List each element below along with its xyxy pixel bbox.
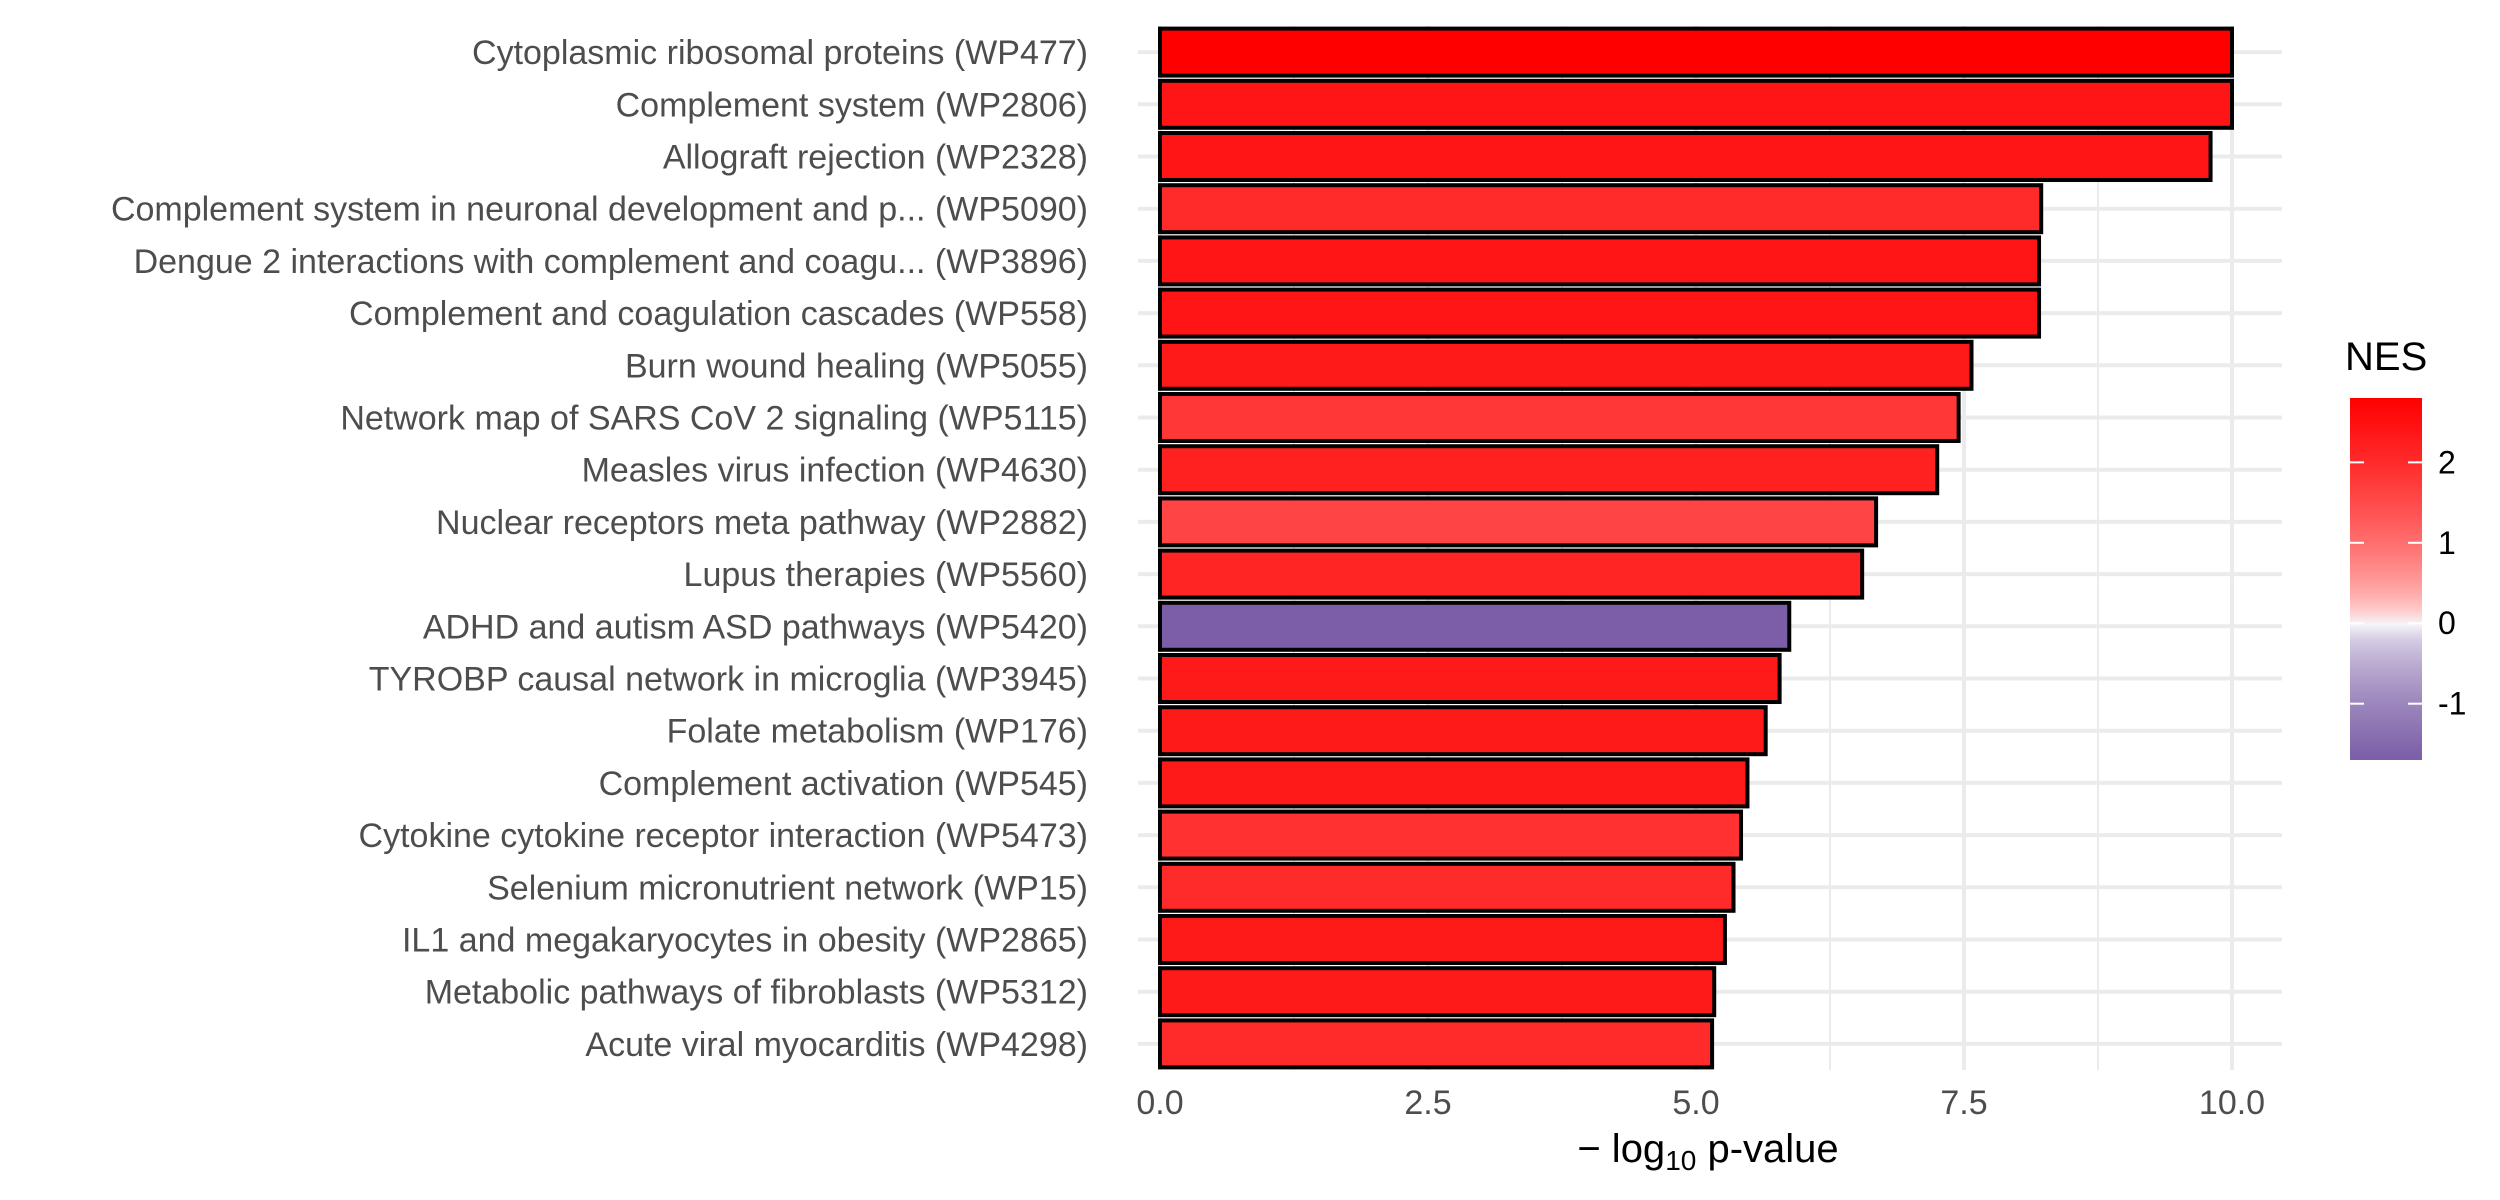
x-axis-title: − log10 p-value [1577,1127,1838,1176]
category-label-2: Allograft rejection (WP2328) [663,139,1088,177]
x-tick-label-1: 2.5 [1404,1084,1451,1122]
category-label-15: Cytokine cytokine receptor interaction (… [359,817,1088,855]
bar-15 [1158,809,1744,861]
category-label-19: Acute viral myocarditis (WP4298) [585,1026,1088,1064]
bar-19 [1158,1018,1715,1070]
bar-14 [1158,757,1750,809]
nes-legend: NES -1 0 1 2 [2345,335,2466,760]
legend-label-0: -1 [2438,686,2466,722]
bar-1 [1158,78,2234,130]
category-label-4: Dengue 2 interactions with complement an… [134,243,1088,281]
bar-5 [1158,287,2042,339]
category-label-6: Burn wound healing (WP5055) [625,347,1088,385]
category-label-3: Complement system in neuronal developmen… [111,191,1088,229]
category-label-9: Nuclear receptors meta pathway (WP2882) [436,504,1088,542]
legend-label-3: 2 [2438,444,2456,480]
legend-colorbar [2350,398,2422,760]
x-axis-title-suffix: p-value [1696,1127,1838,1171]
legend-label-2: 1 [2438,525,2456,561]
category-label-11: ADHD and autism ASD pathways (WP5420) [423,608,1088,646]
bar-16 [1158,861,1736,913]
category-label-1: Complement system (WP2806) [616,86,1088,124]
legend-title: NES [2345,335,2427,379]
bar-6 [1158,339,1974,391]
category-labels: Cytoplasmic ribosomal proteins (WP477) Co… [111,34,1088,1064]
bars-layer [1158,26,2234,1070]
category-label-18: Metabolic pathways of fibroblasts (WP531… [425,974,1088,1012]
x-axis-title-prefix: − log [1577,1127,1665,1171]
category-label-16: Selenium micronutrient network (WP15) [487,869,1088,907]
category-label-14: Complement activation (WP545) [599,765,1088,803]
category-label-12: TYROBP causal network in microglia (WP39… [369,661,1088,699]
x-tick-label-3: 7.5 [1940,1084,1987,1122]
bar-2 [1158,131,2213,182]
grid-layer [1138,26,2282,1070]
bar-7 [1158,392,1961,443]
bar-17 [1158,914,1727,965]
bar-3 [1158,183,2044,235]
category-label-13: Folate metabolism (WP176) [667,713,1088,751]
bar-12 [1158,653,1782,704]
legend-label-1: 0 [2438,605,2456,641]
category-label-8: Measles virus infection (WP4630) [582,452,1088,490]
category-label-5: Complement and coagulation cascades (WP5… [349,295,1088,333]
x-tick-label-4: 10.0 [2199,1084,2265,1122]
bar-10 [1158,548,1865,600]
category-label-0: Cytoplasmic ribosomal proteins (WP477) [472,34,1088,72]
bar-4 [1158,235,2042,287]
bar-0 [1158,26,2234,78]
bar-8 [1158,444,1940,496]
bar-18 [1158,966,1717,1018]
x-tick-labels: 0.0 2.5 5.0 7.5 10.0 [1136,1084,2265,1122]
bar-9 [1158,496,1879,548]
bar-13 [1158,705,1768,757]
category-label-17: IL1 and megakaryocytes in obesity (WP286… [402,922,1088,960]
x-axis-title-subscript: 10 [1665,1145,1696,1176]
x-tick-label-2: 5.0 [1672,1084,1719,1122]
legend-ticks: -1 0 1 2 [2350,444,2466,722]
category-label-7: Network map of SARS CoV 2 signaling (WP5… [340,400,1088,438]
bar-11 [1158,600,1792,652]
x-tick-label-0: 0.0 [1136,1084,1183,1122]
category-label-10: Lupus therapies (WP5560) [684,556,1088,594]
